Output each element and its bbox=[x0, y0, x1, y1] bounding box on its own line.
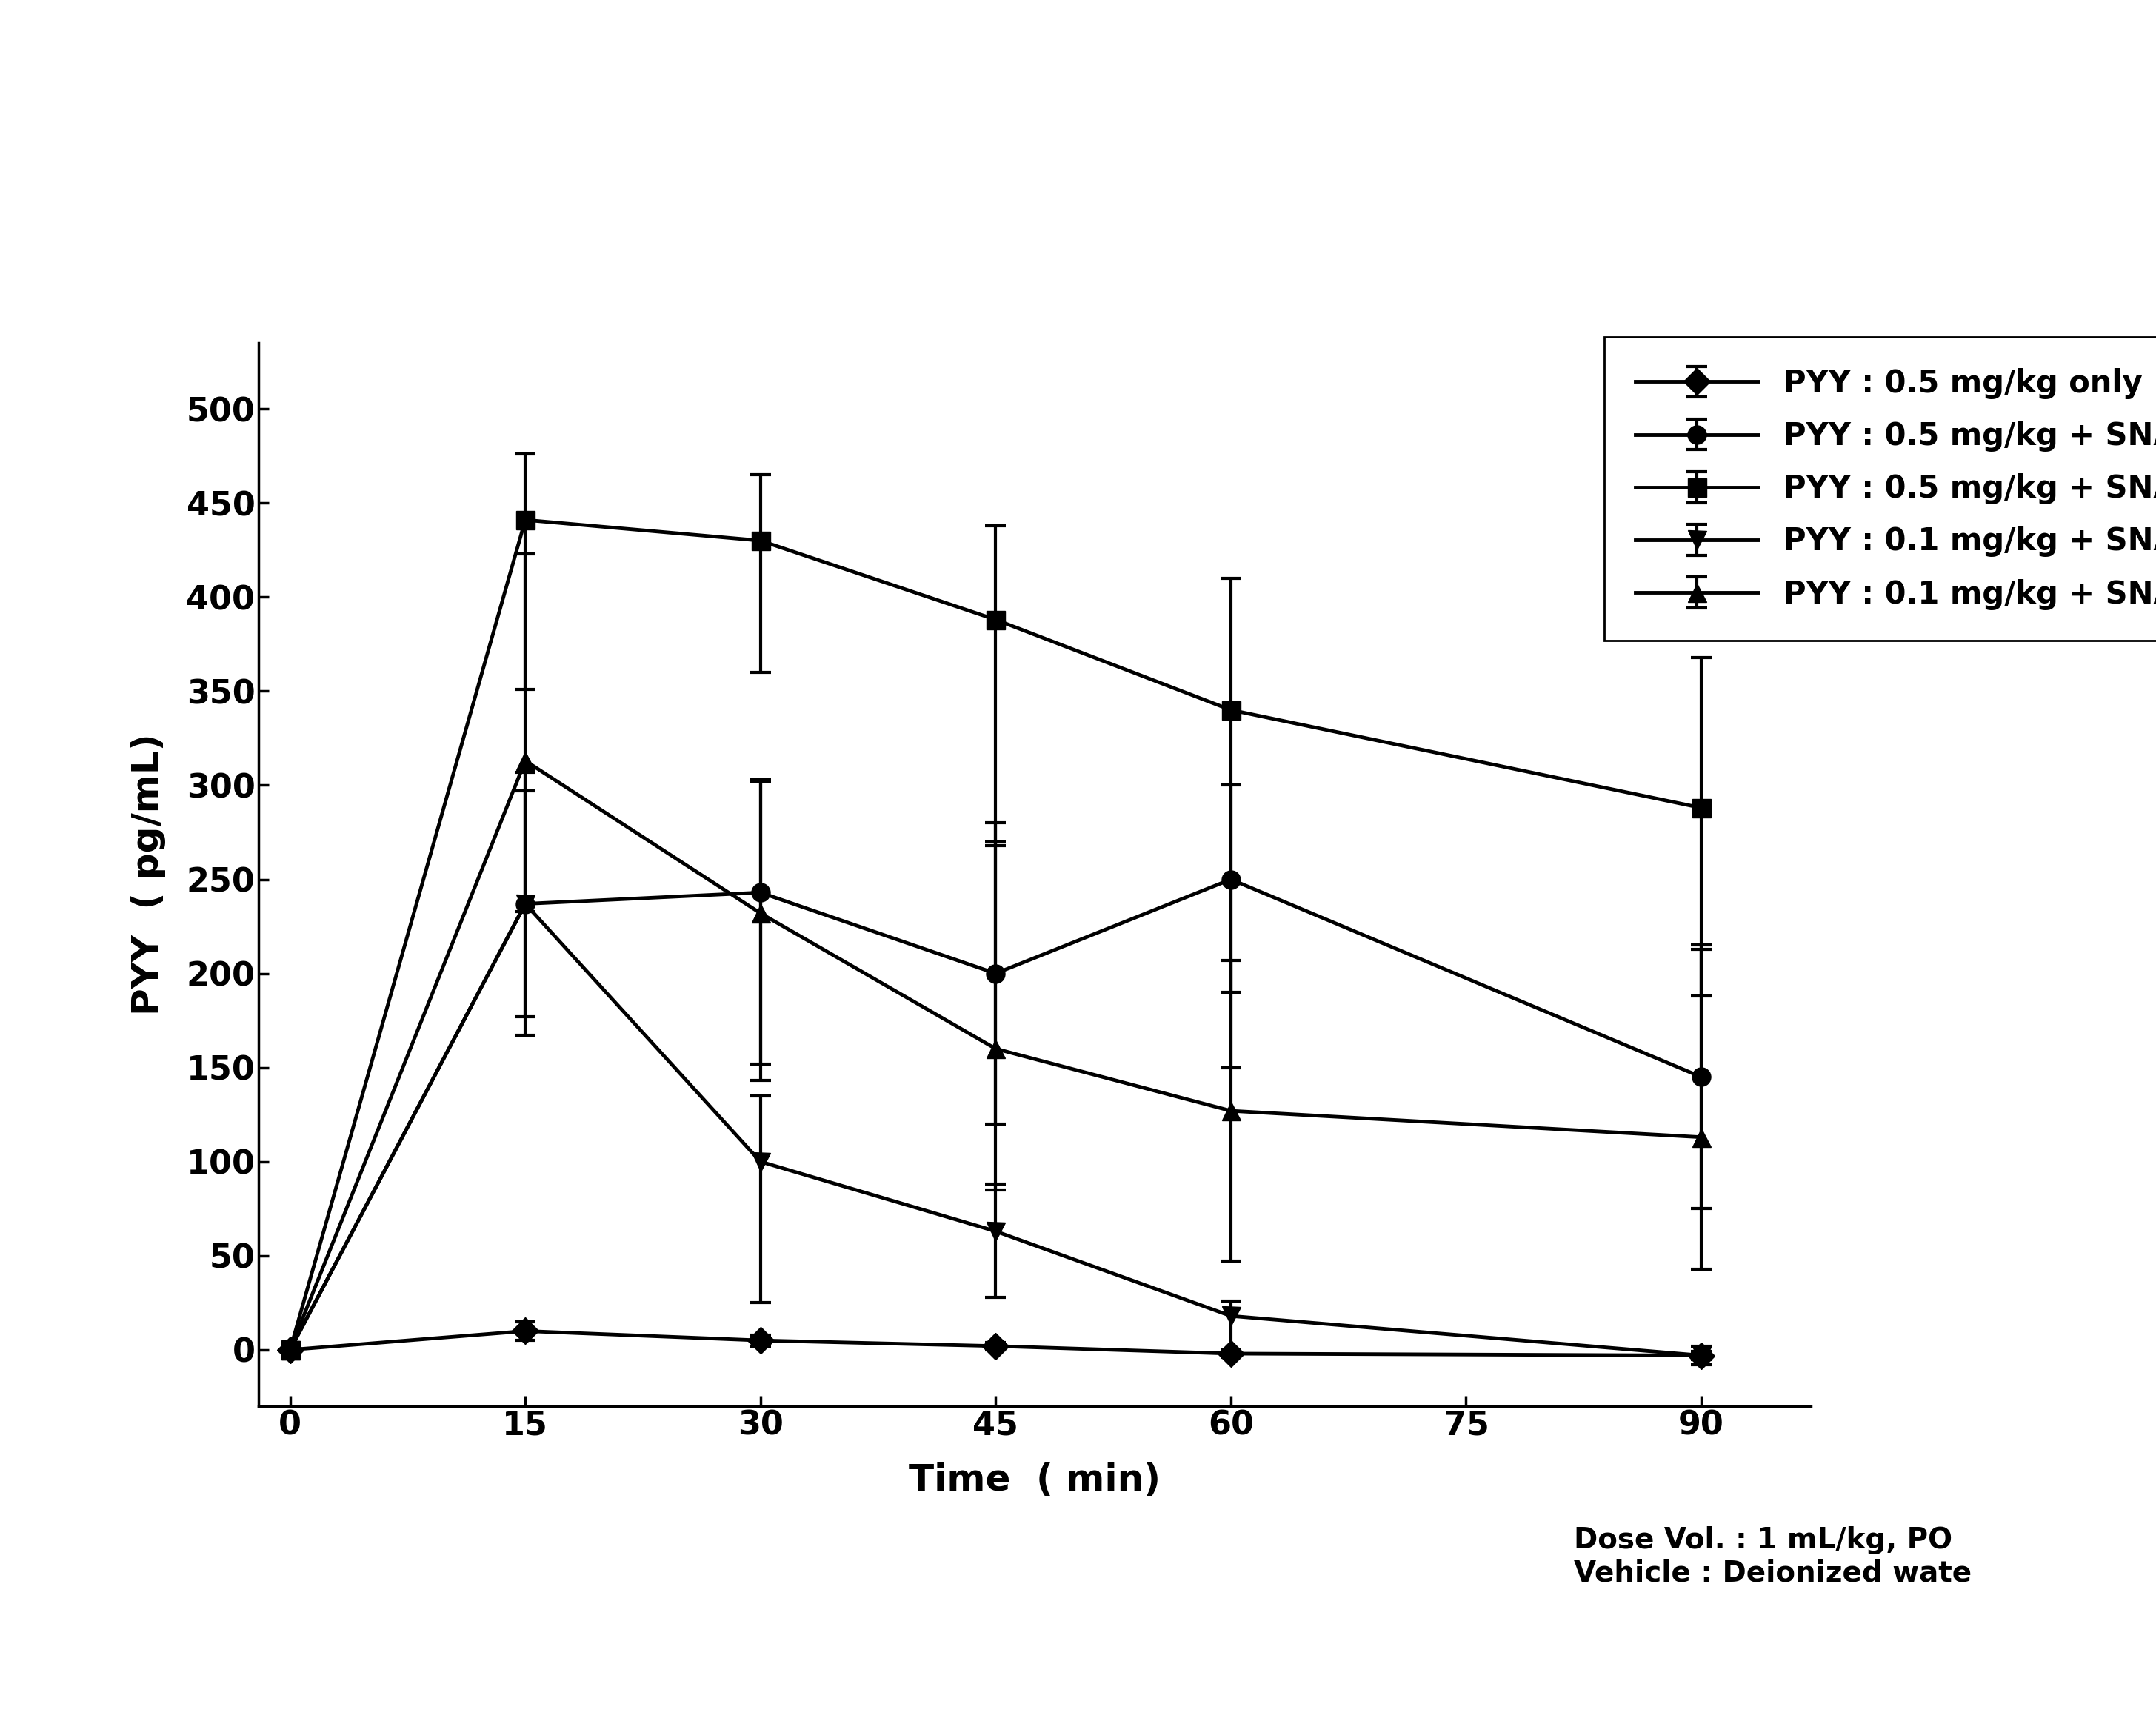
Text: Dose Vol. : 1 mL/kg, PO
Vehicle : Deionized wate: Dose Vol. : 1 mL/kg, PO Vehicle : Deioni… bbox=[1574, 1526, 1973, 1586]
Legend: PYY : 0.5 mg/kg only, PYY : 0.5 mg/kg + SNAC : 100 mg/kg, PYY : 0.5 mg/kg + SNAC: PYY : 0.5 mg/kg only, PYY : 0.5 mg/kg + … bbox=[1604, 338, 2156, 641]
X-axis label: Time  ( min): Time ( min) bbox=[910, 1463, 1160, 1497]
Y-axis label: PYY  ( pg/mL): PYY ( pg/mL) bbox=[129, 734, 166, 1015]
